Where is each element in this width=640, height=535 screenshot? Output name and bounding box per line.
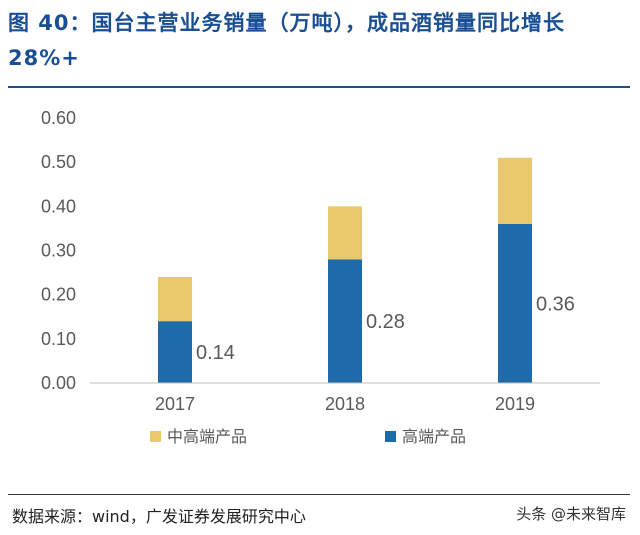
y-tick-label: 0.30	[41, 241, 76, 261]
y-tick-label: 0.00	[41, 373, 76, 393]
figure-title: 图 40：国台主营业务销量（万吨），成品酒销量同比增长28%+	[8, 11, 566, 70]
x-tick-label: 2018	[325, 394, 365, 414]
bar-high-end	[498, 224, 532, 383]
x-tick-label: 2019	[495, 394, 535, 414]
legend-label: 高端产品	[402, 427, 466, 446]
y-tick-label: 0.60	[41, 108, 76, 128]
source-note: 数据来源：wind，广发证券发展研究中心	[12, 507, 306, 526]
y-tick-label: 0.10	[41, 329, 76, 349]
source-divider	[8, 494, 630, 495]
stacked-bar-chart: 0.00 0.10 0.20 0.30 0.40 0.50 0.60 0.14 2017 0.28…	[41, 108, 600, 446]
x-tick-label: 2017	[155, 394, 195, 414]
data-label: 0.28	[366, 311, 405, 333]
bar-mid-high-end	[158, 277, 192, 322]
bar-high-end	[158, 321, 192, 383]
data-label: 0.14	[196, 342, 235, 364]
legend-swatch	[150, 431, 161, 442]
bar-mid-high-end	[328, 206, 362, 260]
legend-label: 中高端产品	[167, 427, 247, 446]
legend-swatch	[385, 431, 396, 442]
bar-high-end	[328, 259, 362, 383]
data-label: 0.36	[536, 294, 575, 316]
title-divider	[8, 86, 630, 88]
y-tick-label: 0.50	[41, 152, 76, 172]
watermark-text: 头条 @未来智库	[516, 505, 626, 523]
y-tick-label: 0.40	[41, 196, 76, 216]
bar-mid-high-end	[498, 157, 532, 224]
y-tick-label: 0.20	[41, 285, 76, 305]
